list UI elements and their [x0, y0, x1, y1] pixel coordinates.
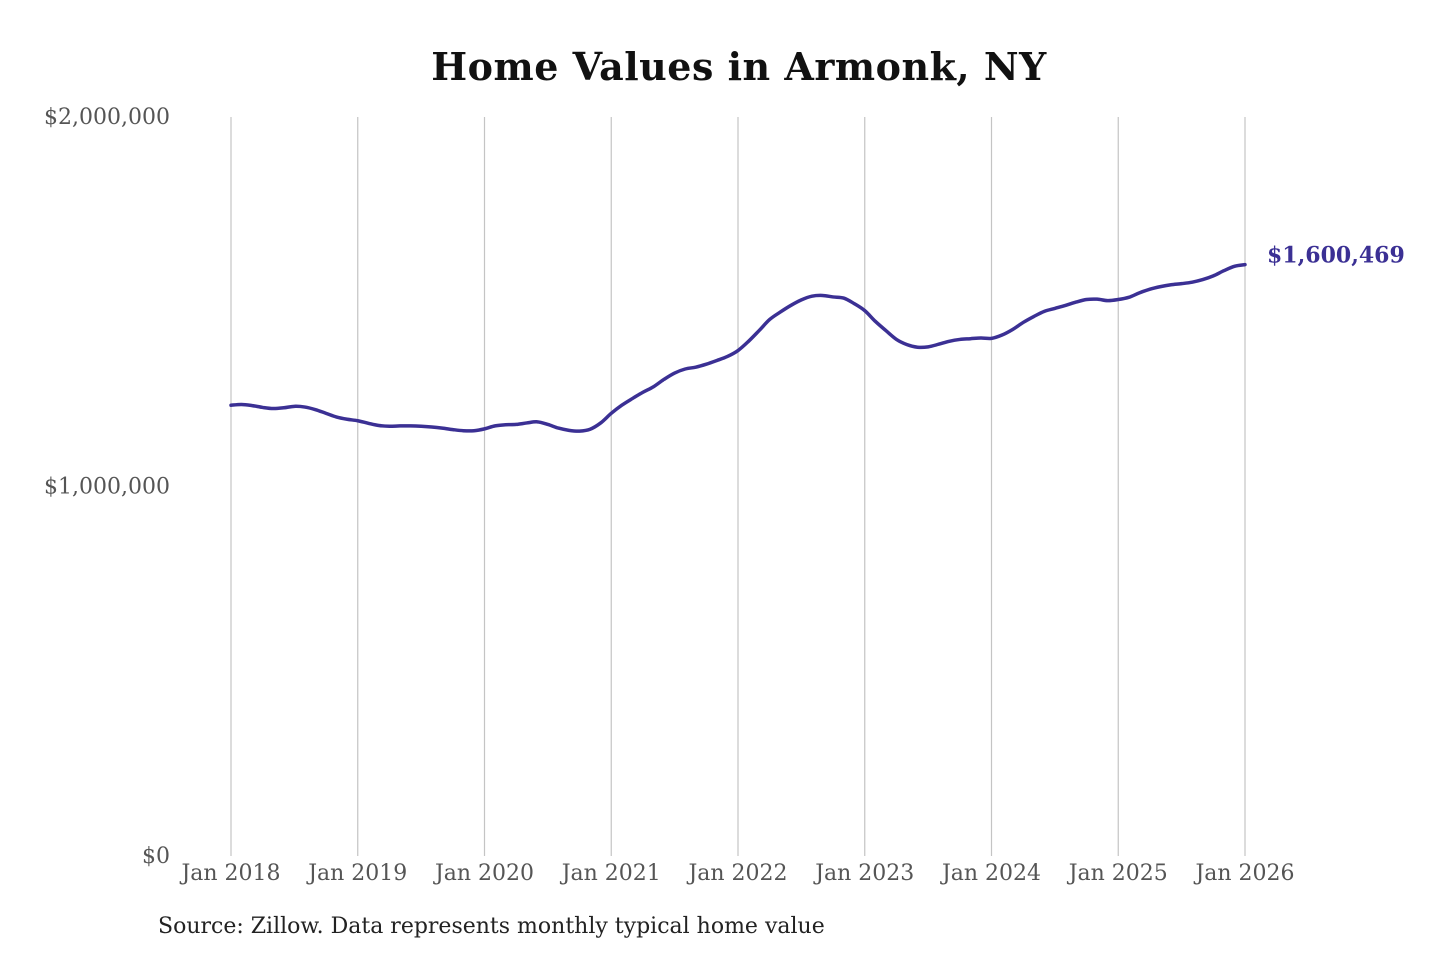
x-tick-label: Jan 2019	[306, 861, 407, 886]
end-value-label: $1,600,469	[1267, 243, 1405, 269]
y-axis-tick-labels: $0 $1,000,000 $2,000,000	[44, 105, 170, 869]
x-tick-label: Jan 2022	[686, 861, 787, 886]
end-value-annotation: $1,600,469	[1267, 243, 1405, 269]
y-tick-label: $1,000,000	[44, 475, 170, 500]
x-tick-label: Jan 2018	[179, 861, 280, 886]
source-note: Source: Zillow. Data represents monthly …	[158, 914, 825, 939]
x-tick-label: Jan 2025	[1067, 861, 1168, 886]
home-value-series	[229, 262, 1247, 433]
series-line	[229, 262, 1247, 433]
vertical-gridlines	[230, 117, 1246, 856]
x-axis-tick-labels: Jan 2018 Jan 2019 Jan 2020 Jan 2021 Jan 2022…	[179, 861, 1294, 886]
x-tick-label: Jan 2023	[813, 861, 914, 886]
y-tick-label: $2,000,000	[44, 105, 170, 130]
chart-title: Home Values in Armonk, NY	[431, 44, 1047, 89]
x-tick-label: Jan 2020	[433, 861, 534, 886]
x-tick-label: Jan 2021	[560, 861, 661, 886]
x-tick-label: Jan 2024	[940, 861, 1041, 886]
x-tick-label: Jan 2026	[1193, 861, 1294, 886]
y-tick-label: $0	[142, 844, 170, 869]
